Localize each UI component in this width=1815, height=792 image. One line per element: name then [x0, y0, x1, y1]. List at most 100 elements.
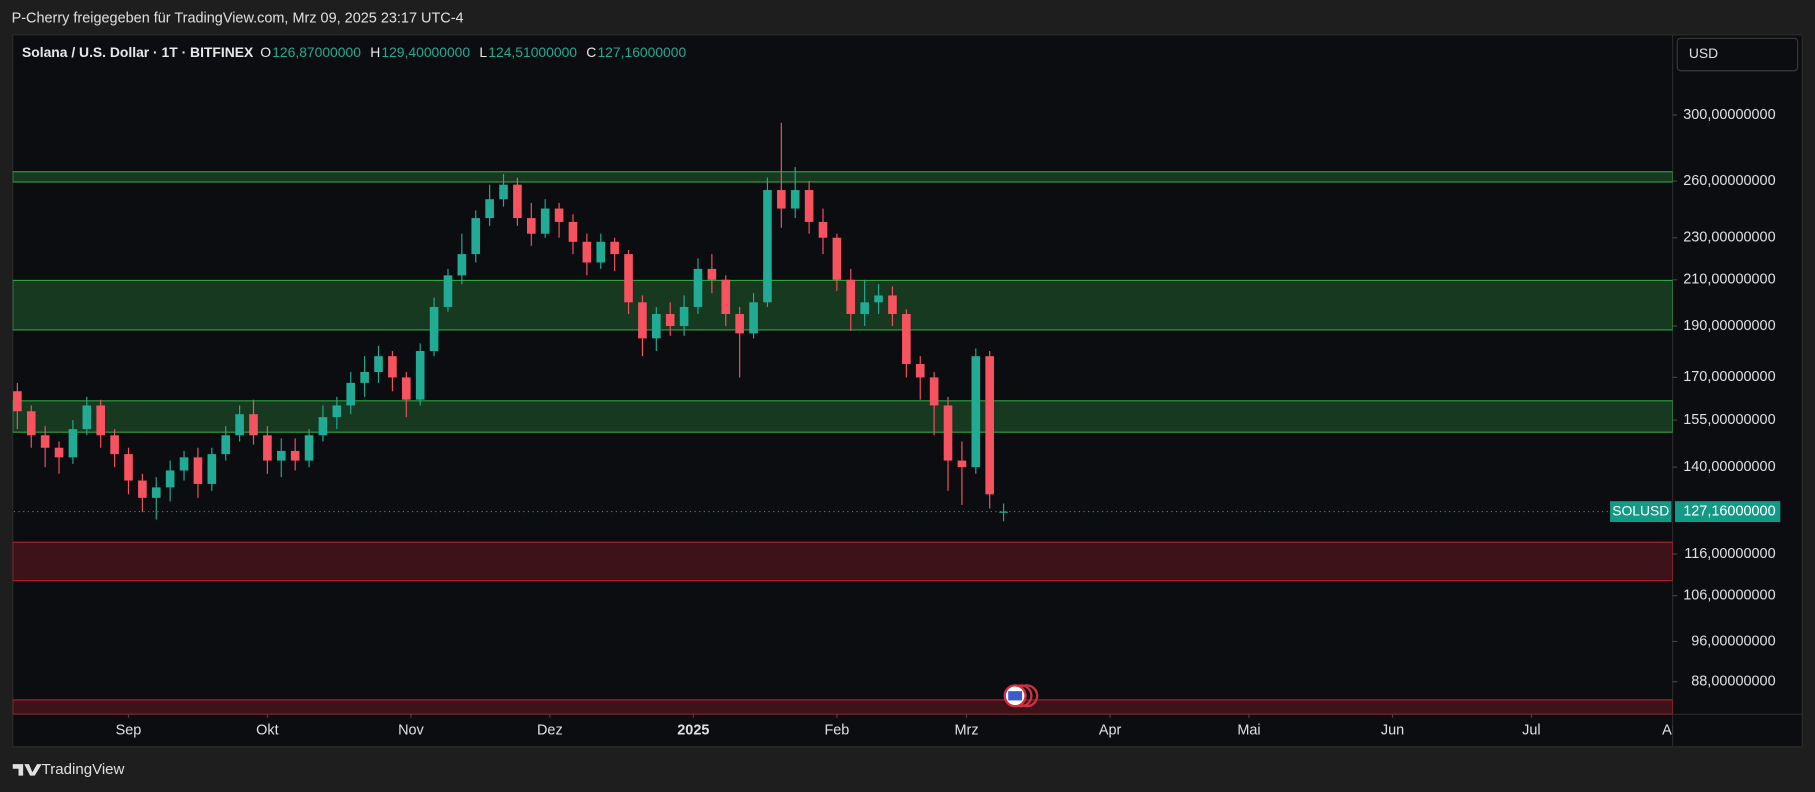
candle-body	[596, 241, 606, 263]
candle-body	[526, 218, 536, 234]
candle-body	[652, 314, 661, 339]
x-tick-label: Jun	[1381, 722, 1404, 738]
candle-body	[790, 190, 800, 209]
candle-body	[54, 447, 64, 458]
candle-body	[374, 356, 383, 373]
candle-body	[443, 275, 453, 307]
price-badge	[1674, 501, 1781, 523]
candle-body	[471, 218, 481, 255]
candle-body	[346, 382, 356, 406]
y-tick-label: 96,00000000	[1691, 633, 1775, 649]
candle-body	[957, 460, 967, 468]
candle-body	[235, 414, 244, 436]
candle-body	[151, 487, 161, 498]
candle-body	[263, 435, 272, 461]
x-tick-label: Mrz	[954, 722, 978, 738]
price-badge-label: 127,16000000	[1683, 503, 1775, 519]
ohlc-value: 126,87000000	[272, 44, 361, 60]
chart-panel	[12, 34, 1803, 748]
candle-body	[929, 377, 939, 406]
candle-body	[874, 295, 883, 303]
candle-body	[110, 435, 119, 455]
y-tick-label: 170,00000000	[1683, 369, 1775, 385]
candle-body	[735, 314, 744, 334]
candle-body	[13, 391, 22, 412]
y-tick-label: 300,00000000	[1683, 107, 1775, 123]
candle-body	[846, 279, 856, 315]
candle-body	[165, 470, 175, 488]
x-tick-label: 2025	[677, 722, 709, 738]
zone	[12, 171, 1673, 183]
candle-body	[96, 405, 106, 436]
y-tick-label: 210,00000000	[1683, 272, 1775, 288]
candle-body	[415, 351, 425, 400]
x-tick-label: Dez	[537, 722, 563, 738]
candle-body	[693, 268, 703, 307]
candle-body	[777, 190, 786, 209]
event-icons[interactable]	[1003, 684, 1039, 708]
brand-name: TradingView	[42, 761, 125, 778]
candle-body	[832, 237, 842, 280]
candle-body	[249, 414, 258, 436]
y-tick-label: 260,00000000	[1683, 173, 1775, 189]
ohlc-value: 127,16000000	[597, 44, 686, 60]
candle-body	[610, 241, 619, 255]
candle-body	[902, 314, 911, 365]
symbol-title: Solana / U.S. Dollar · 1T · BITFINEX	[22, 44, 254, 60]
candle-body	[804, 190, 814, 222]
candle-body	[568, 221, 578, 242]
candle-body	[763, 190, 772, 303]
candle-body	[318, 417, 328, 436]
flag	[1008, 691, 1023, 701]
candle-body	[40, 435, 50, 448]
candle-body	[485, 199, 494, 219]
ohlc-key: L	[479, 44, 487, 60]
candle-body	[304, 435, 314, 461]
y-tick-label: 230,00000000	[1683, 230, 1775, 246]
symbol-badge	[1610, 501, 1672, 523]
x-tick-label: Apr	[1099, 722, 1122, 738]
y-tick-label: 88,00000000	[1691, 674, 1775, 690]
zone	[12, 541, 1673, 582]
candle-body	[193, 457, 203, 484]
candle-body	[179, 457, 189, 471]
candle-body	[457, 254, 467, 276]
candle-body	[985, 356, 994, 495]
candle-body	[554, 208, 564, 222]
y-tick-label: 116,00000000	[1684, 546, 1775, 562]
brand-logo	[12, 764, 42, 776]
share-note: P-Cherry freigegeben für TradingView.com…	[12, 10, 464, 26]
candle-body	[207, 454, 217, 484]
ohlc-value: 124,51000000	[488, 44, 577, 60]
x-tick-label: Sep	[116, 722, 142, 738]
logo-icon	[12, 764, 42, 776]
candle-body	[276, 450, 286, 461]
candle-body	[721, 279, 731, 315]
y-tick-label: 140,00000000	[1683, 459, 1775, 475]
candle-body	[290, 450, 300, 461]
candle-body	[388, 356, 397, 378]
candle-body	[971, 356, 981, 468]
currency-label: USD	[1689, 45, 1718, 61]
candle-body	[888, 295, 897, 315]
x-tick-label: Mai	[1237, 722, 1260, 738]
candle-body	[943, 405, 953, 461]
x-tick-label: Jul	[1522, 722, 1540, 738]
candle-body	[582, 241, 592, 263]
candle-body	[749, 302, 758, 334]
candle-body	[138, 480, 147, 498]
candle-body	[360, 372, 369, 383]
candle-body	[638, 302, 647, 339]
candle-body	[26, 411, 36, 436]
zone	[12, 279, 1673, 331]
x-tick-label: Okt	[256, 722, 278, 738]
x-tick-label: Aug	[1662, 722, 1688, 738]
candle-body	[818, 221, 828, 238]
ohlc-value: 129,40000000	[381, 44, 470, 60]
zone	[12, 699, 1673, 715]
candle-body	[332, 405, 342, 418]
candle-body	[513, 184, 522, 219]
x-tick-label: Nov	[398, 722, 424, 738]
currency-button[interactable]	[1676, 37, 1799, 72]
candle-body	[665, 314, 675, 327]
